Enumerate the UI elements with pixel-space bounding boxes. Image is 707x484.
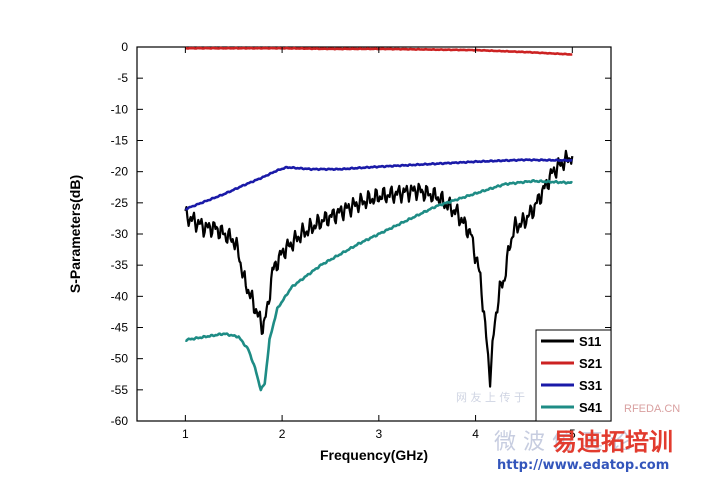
y-tick-label: -25 xyxy=(111,196,129,210)
x-tick-label: 5 xyxy=(569,427,576,441)
series-line-s41 xyxy=(184,179,573,392)
y-tick-label: -40 xyxy=(111,289,129,303)
axis-ticks: 1 2 3 4 5 0 -5 -10 -15 -20 -25 -30 -35 -40 -45 -50 -55 -6… xyxy=(111,40,611,441)
watermark-url-text: http://www.edatop.com xyxy=(497,458,669,473)
watermark-forum-text: 微 波 仿 真 论 xyxy=(494,430,632,455)
x-tick-label: 2 xyxy=(279,427,286,441)
y-tick-label: -15 xyxy=(111,134,129,148)
y-tick-label: -10 xyxy=(111,102,129,116)
y-tick-label: -30 xyxy=(111,227,129,241)
series-layer xyxy=(184,46,574,392)
x-axis-title: Frequency(GHz) xyxy=(320,447,428,463)
x-tick-label: 4 xyxy=(472,427,479,441)
watermark: 网 友 上 传 于 RFEDA.CN 微 波 仿 真 论 易迪拓培训 http:… xyxy=(456,390,680,473)
watermark-brand-text: 易迪拓培训 xyxy=(553,428,673,456)
y-tick-label: -45 xyxy=(111,321,129,335)
x-tick-label: 3 xyxy=(375,427,382,441)
y-tick-label: -5 xyxy=(117,71,128,85)
series-line-s11 xyxy=(184,149,574,388)
watermark-uploaded-text: 网 友 上 传 于 xyxy=(456,390,525,404)
x-tick-label: 1 xyxy=(182,427,189,441)
y-tick-label: -20 xyxy=(111,165,129,179)
legend: S11 S21 S31 S41 xyxy=(535,329,612,422)
y-tick-label: -60 xyxy=(111,414,129,428)
legend-label-s21: S21 xyxy=(579,356,602,371)
y-tick-label: -35 xyxy=(111,258,129,272)
series-line-s31 xyxy=(185,158,573,211)
y-tick-label: 0 xyxy=(121,40,128,54)
legend-label-s11: S11 xyxy=(579,334,601,349)
y-tick-label: -50 xyxy=(111,352,129,366)
y-tick-label: -55 xyxy=(111,383,129,397)
legend-label-s31: S31 xyxy=(579,378,602,393)
watermark-rfeda-text: RFEDA.CN xyxy=(624,403,680,415)
legend-label-s41: S41 xyxy=(579,400,602,415)
y-axis-title: S-Parameters(dB) xyxy=(67,175,83,293)
